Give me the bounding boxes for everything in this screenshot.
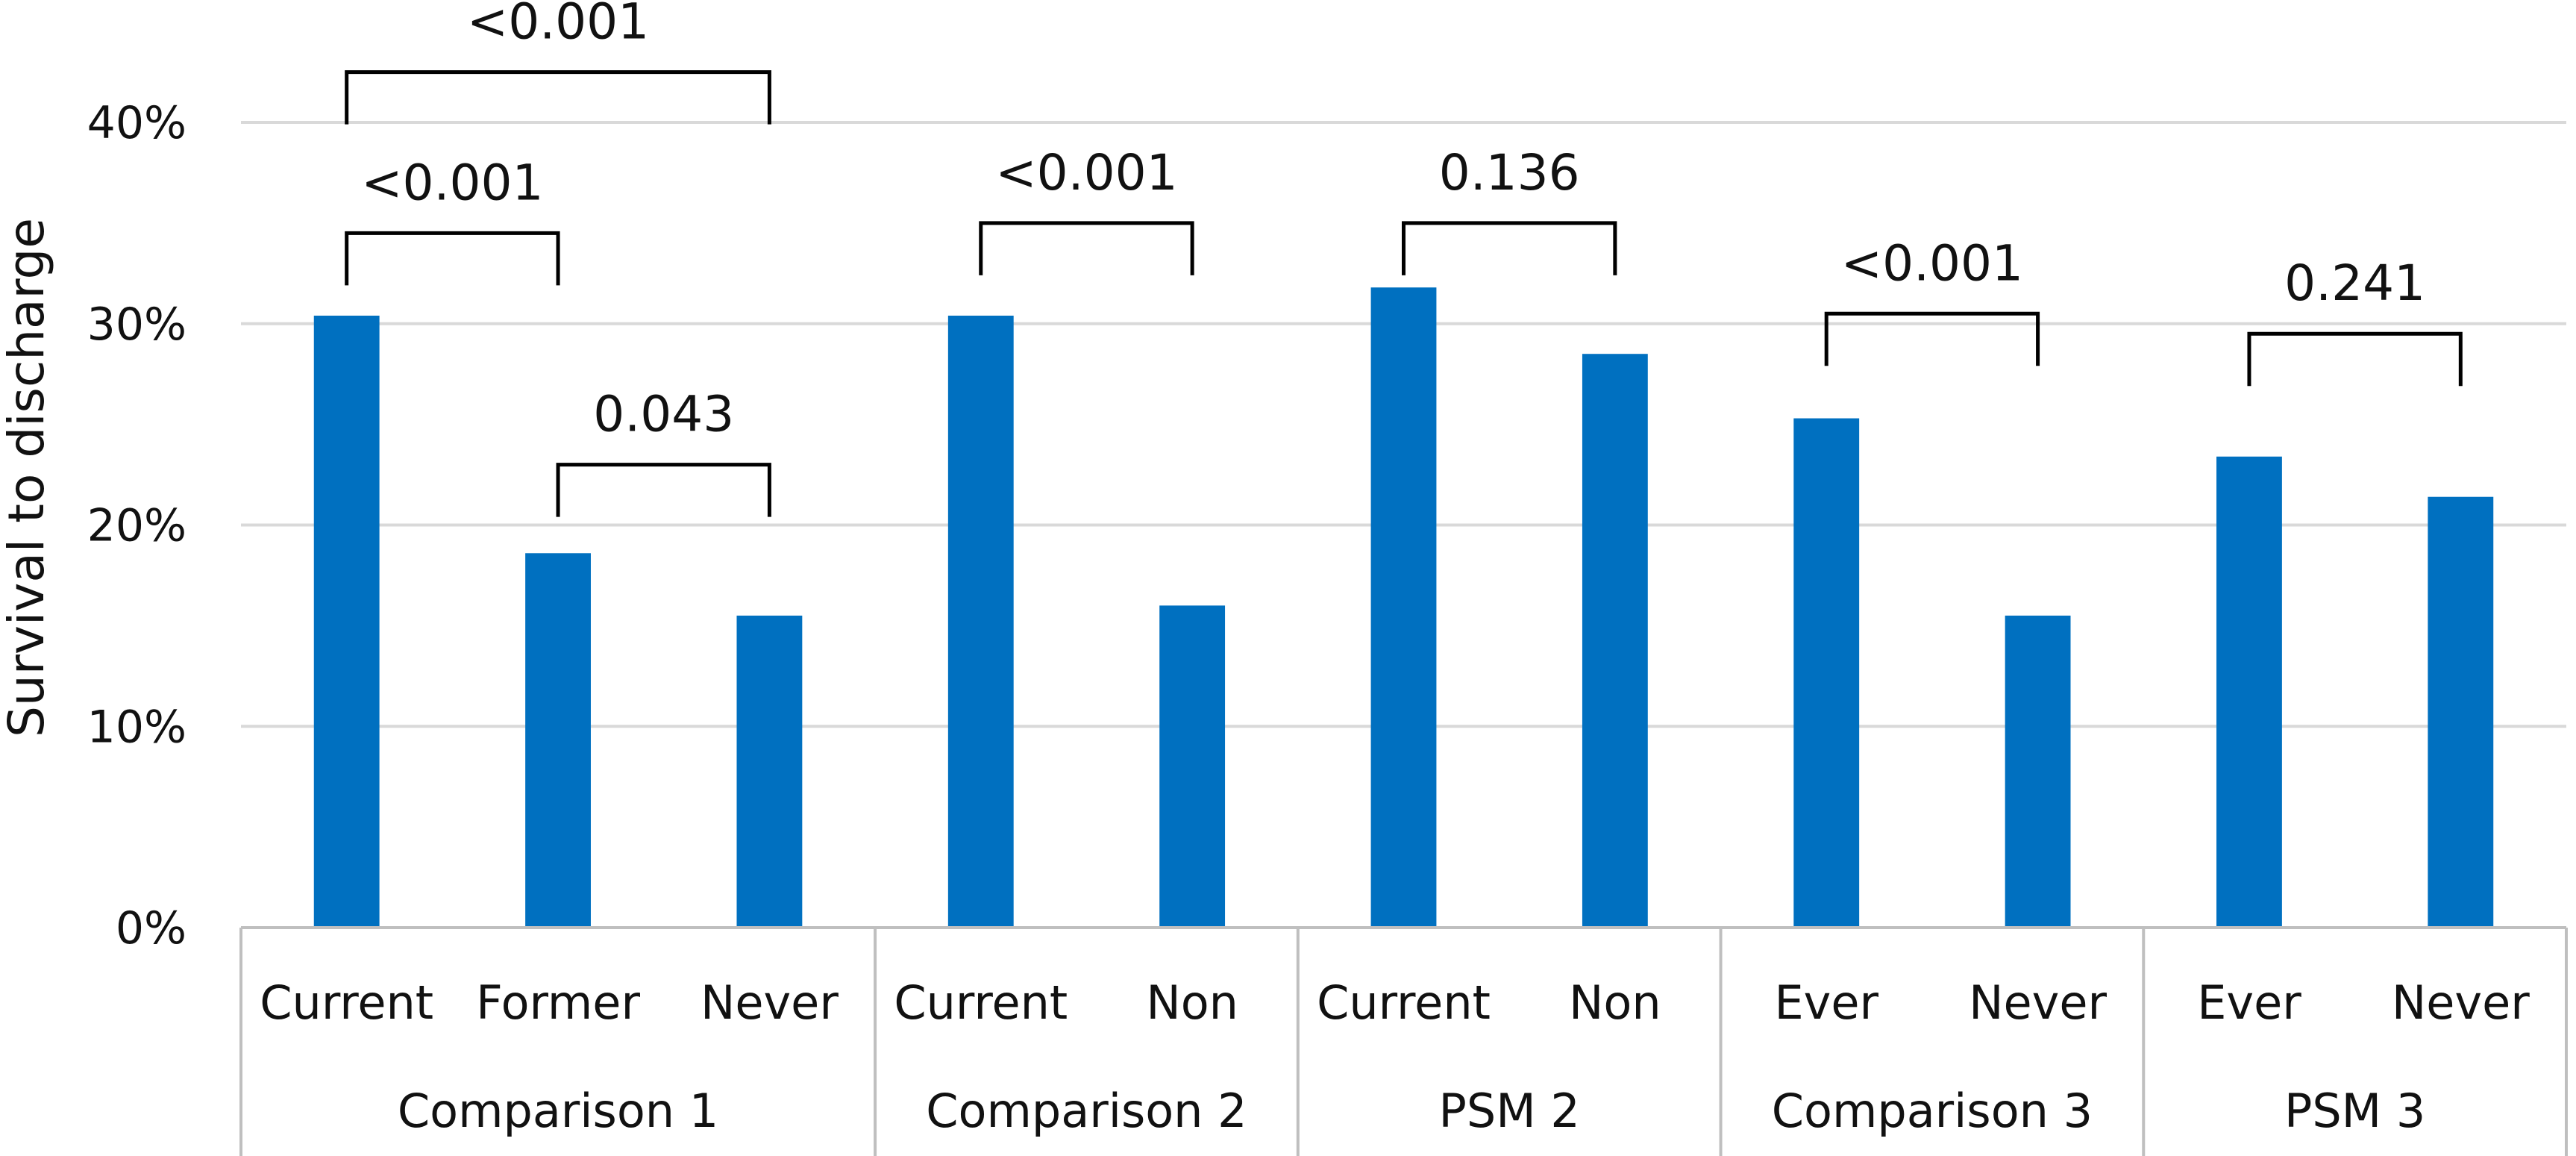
category-label: Non — [1569, 975, 1661, 1030]
bar-psm-3-ever — [2216, 456, 2282, 928]
y-tick-label: 30% — [87, 299, 187, 351]
category-label: Former — [476, 975, 640, 1030]
category-label: Ever — [1774, 975, 1878, 1030]
p-value-label: <0.001 — [361, 154, 543, 211]
bar-comparison-2-non — [1159, 605, 1226, 928]
significance-bracket — [556, 463, 771, 517]
group-label: Comparison 2 — [926, 1084, 1247, 1138]
p-value-label: 0.136 — [1439, 144, 1580, 201]
category-label: Never — [1969, 975, 2107, 1030]
category-label: Current — [1317, 975, 1491, 1030]
category-label: Non — [1146, 975, 1238, 1030]
group-label: Comparison 1 — [398, 1084, 718, 1138]
bar-comparison-1-never — [736, 615, 803, 928]
bar-psm-2-non — [1582, 354, 1648, 928]
bar-psm-2-current — [1370, 287, 1437, 928]
y-tick-label: 20% — [87, 500, 187, 552]
bar-comparison-1-former — [525, 553, 591, 928]
p-value-label: 0.043 — [593, 386, 734, 443]
group-label: PSM 2 — [1438, 1084, 1579, 1138]
bar-comparison-2-current — [947, 315, 1014, 928]
p-value-label: <0.001 — [1841, 234, 2023, 292]
significance-bracket — [345, 70, 771, 125]
significance-brackets: <0.001 <0.001 0.043 <0.001 0.136 <0.001 0.241 — [345, 0, 2463, 517]
significance-bracket — [1402, 221, 1617, 275]
y-axis-ticks: 0% 10% 20% 30% 40% — [87, 97, 187, 955]
y-tick-label: 10% — [87, 701, 187, 753]
bar-comparison-3-ever — [1793, 418, 1860, 928]
group-label: PSM 3 — [2284, 1084, 2425, 1138]
category-label: Current — [260, 975, 433, 1030]
p-value-label: <0.001 — [995, 144, 1177, 201]
x-axis — [239, 926, 2568, 1156]
bar-comparison-1-current — [313, 315, 380, 928]
bar-psm-3-never — [2428, 496, 2494, 928]
significance-bracket — [2247, 331, 2463, 387]
category-label: Current — [894, 975, 1068, 1030]
significance-bracket — [1824, 311, 2040, 366]
y-tick-label: 40% — [87, 97, 187, 149]
y-axis-label: Survival to discharge — [0, 218, 55, 737]
p-value-label: <0.001 — [467, 0, 649, 51]
bars — [313, 287, 2494, 928]
significance-bracket — [345, 231, 560, 286]
group-label: Comparison 3 — [1772, 1084, 2093, 1138]
category-label: Never — [701, 975, 839, 1030]
significance-bracket — [979, 221, 1194, 275]
p-value-label: 0.241 — [2284, 254, 2425, 312]
category-label: Never — [2392, 975, 2530, 1030]
category-label: Ever — [2197, 975, 2301, 1030]
bar-comparison-3-never — [2005, 615, 2071, 928]
group-labels: Comparison 1 Comparison 2 PSM 2 Comparison … — [398, 1084, 2425, 1138]
y-tick-label: 0% — [116, 902, 187, 955]
category-labels: Current Former Never Current Non Current Non Ev… — [260, 975, 2530, 1030]
